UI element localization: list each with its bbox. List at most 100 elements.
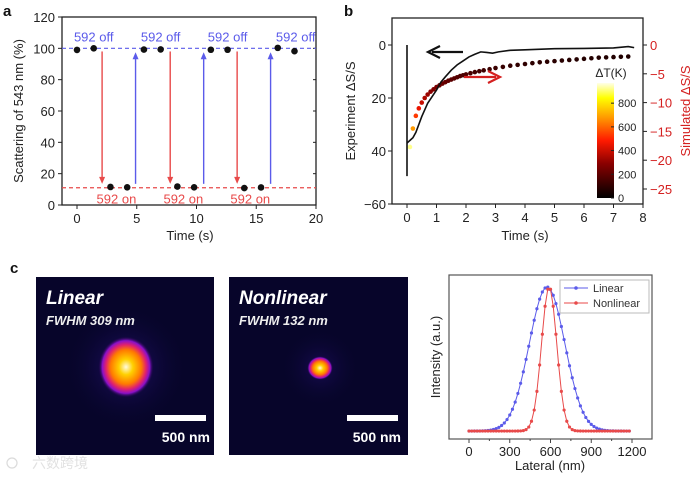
nonlinear-point <box>470 429 474 433</box>
x-tick-label: 900 <box>580 444 602 459</box>
linear-point <box>494 427 498 431</box>
image-nonlinear-fwhm: FWHM 132 nm <box>239 313 328 328</box>
simulated-point <box>463 72 469 77</box>
image-linear: Linear FWHM 309 nm 500 nm <box>36 277 214 455</box>
linear-point <box>592 424 596 429</box>
nonlinear-point <box>573 428 577 433</box>
arrow-up-head <box>200 52 207 60</box>
experiment-line <box>406 45 635 144</box>
colorbar-label: ΔT(K) <box>595 66 626 80</box>
nonlinear-point <box>486 429 490 433</box>
linear-point <box>578 404 582 408</box>
linear-point <box>586 419 591 423</box>
label-592-off: 592 off <box>208 29 248 44</box>
watermark-logo <box>6 457 18 469</box>
simulated-point <box>419 100 425 105</box>
nonlinear-point <box>616 429 621 433</box>
x-tick-label: 0 <box>465 444 472 459</box>
nonlinear-point <box>519 429 523 433</box>
linear-point <box>557 312 561 316</box>
nonlinear-point <box>624 429 629 433</box>
nonlinear-point <box>540 332 544 336</box>
y-right-tick-label: 0 <box>650 38 657 53</box>
simulated-point <box>425 92 430 97</box>
image-nonlinear: Nonlinear FWHM 132 nm 500 nm <box>229 277 408 455</box>
y-right-tick-label: −15 <box>650 124 672 139</box>
simulated-point <box>472 69 478 75</box>
arrow-up-head <box>132 52 139 60</box>
legend-label: Nonlinear <box>593 298 640 310</box>
simulated-point <box>416 106 422 111</box>
y-tick-label: 20 <box>41 167 55 182</box>
simulated-point <box>544 59 550 65</box>
arrow-down-head <box>234 176 241 184</box>
image-nonlinear-spot <box>307 356 333 380</box>
linear-point <box>513 400 517 404</box>
linear-point <box>529 331 534 335</box>
image-nonlinear-title: Nonlinear <box>239 288 328 309</box>
nonlinear-point <box>472 429 477 433</box>
arrow-left-head <box>425 45 441 59</box>
image-linear-spot <box>98 336 154 398</box>
scale-bar <box>155 415 206 421</box>
simulated-point <box>500 64 506 70</box>
legend-label: Linear <box>593 283 624 295</box>
x-tick-label: 1 <box>433 210 440 225</box>
simulated-point <box>566 57 572 63</box>
linear-point <box>565 351 569 355</box>
linear-point <box>516 391 520 396</box>
label-592-on: 592 on <box>163 192 203 207</box>
x-tick-label: 5 <box>551 210 558 225</box>
linear-point <box>562 337 566 342</box>
nonlinear-point <box>505 429 509 433</box>
simulated-point <box>552 58 557 64</box>
image-linear-title: Linear <box>46 288 105 309</box>
y-tick-label: 0 <box>48 198 55 213</box>
linear-point <box>559 324 563 329</box>
nonlinear-point <box>589 429 593 433</box>
nonlinear-point <box>614 429 618 433</box>
x-tick-label: 1200 <box>618 444 647 459</box>
nonlinear-point <box>483 429 487 433</box>
x-tick-label: 3 <box>492 210 499 225</box>
y-axis-title: Intensity (a.u.) <box>428 316 443 398</box>
nonlinear-point <box>491 429 496 433</box>
linear-point <box>510 407 515 411</box>
simulated-point <box>581 56 587 62</box>
chart-c: 0 300 600 900 1200 Lateral (nm) Intensity (a.u… <box>428 274 653 473</box>
linear-point <box>570 376 574 380</box>
nonlinear-point <box>578 429 582 433</box>
nonlinear-point <box>557 363 561 367</box>
simulated-point <box>625 54 631 59</box>
y-tick-label: 80 <box>41 73 55 88</box>
data-point <box>190 183 198 191</box>
linear-point <box>554 302 558 306</box>
simulated-point <box>507 63 513 69</box>
nonlinear-point <box>551 304 555 308</box>
linear-point <box>543 286 547 290</box>
nonlinear-point <box>581 429 585 433</box>
y-right-tick-label: −20 <box>650 153 672 168</box>
colorbar-tick-label: 600 <box>618 122 636 134</box>
x-tick-label: 7 <box>610 210 617 225</box>
data-point <box>107 183 114 191</box>
simulated-point <box>611 54 616 60</box>
scale-bar <box>347 415 398 421</box>
panel-label-b: b <box>344 3 353 20</box>
simulated-point <box>589 55 594 61</box>
nonlinear-point <box>605 429 610 433</box>
simulated-point <box>493 65 498 71</box>
simulated-point <box>410 126 416 131</box>
legend: Linear Nonlinear <box>559 279 650 314</box>
nonlinear-point <box>467 429 471 433</box>
nonlinear-point <box>595 429 599 433</box>
colorbar-tick-label: 0 <box>618 193 624 205</box>
y-tick-label: 60 <box>41 104 55 119</box>
nonlinear-point <box>502 429 506 433</box>
data-point <box>241 184 248 192</box>
arrow-right-head <box>487 70 503 84</box>
x-tick-label: 6 <box>580 210 587 225</box>
nonlinear-point <box>565 419 569 423</box>
x-tick-label: 15 <box>249 211 263 226</box>
